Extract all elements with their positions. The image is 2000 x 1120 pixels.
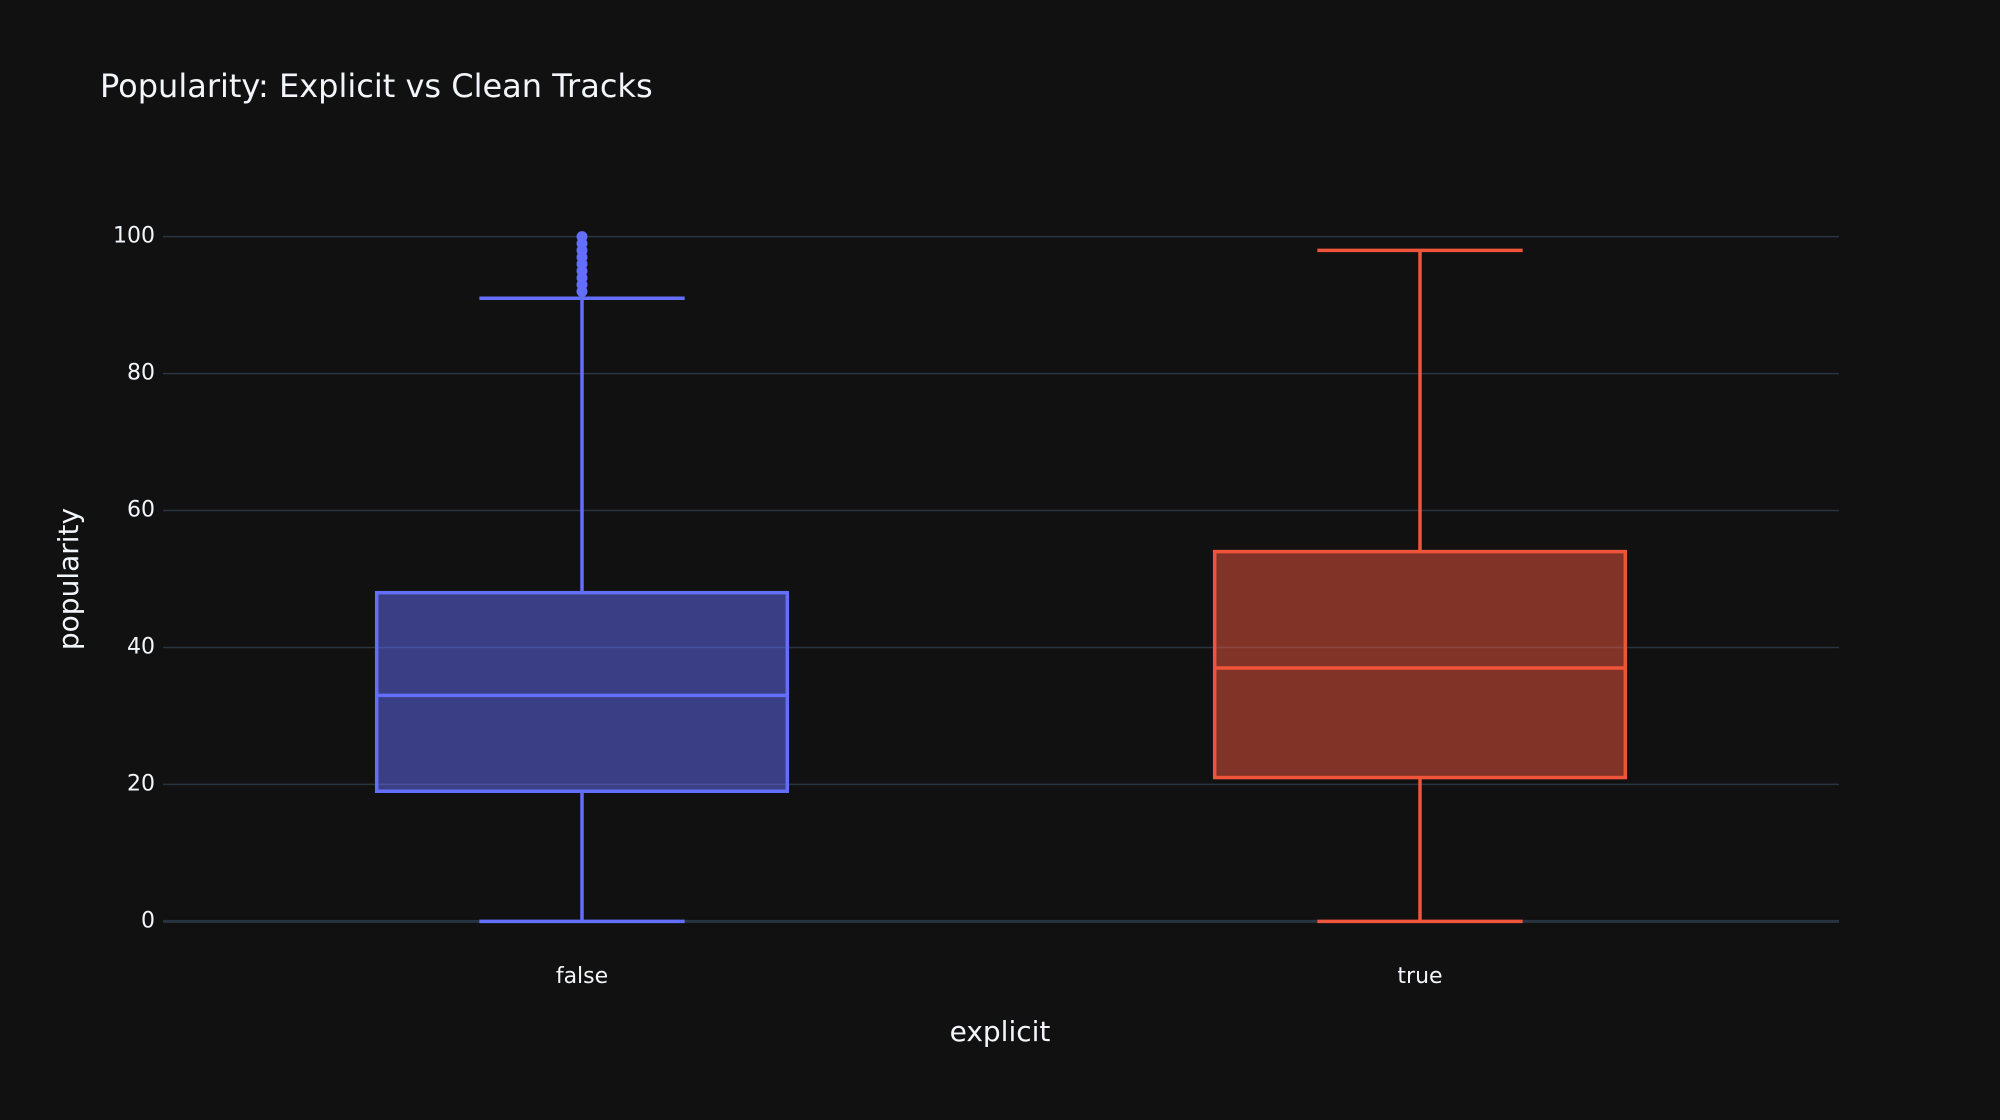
x-tick-label: true [1397, 964, 1442, 989]
box [1212, 549, 1628, 780]
y-tick-label: 20 [127, 771, 155, 796]
y-axis-title: popularity [52, 508, 85, 650]
x-axis-title: explicit [950, 1015, 1051, 1048]
box [374, 590, 790, 794]
y-tick-label: 80 [127, 361, 155, 386]
outlier [576, 231, 588, 243]
x-tick-label: false [556, 964, 608, 989]
y-tick-label: 0 [141, 908, 155, 933]
y-tick-label: 100 [113, 224, 155, 249]
y-tick-label: 60 [127, 498, 155, 523]
y-tick-label: 40 [127, 634, 155, 659]
chart-title: Popularity: Explicit vs Clean Tracks [100, 67, 653, 105]
